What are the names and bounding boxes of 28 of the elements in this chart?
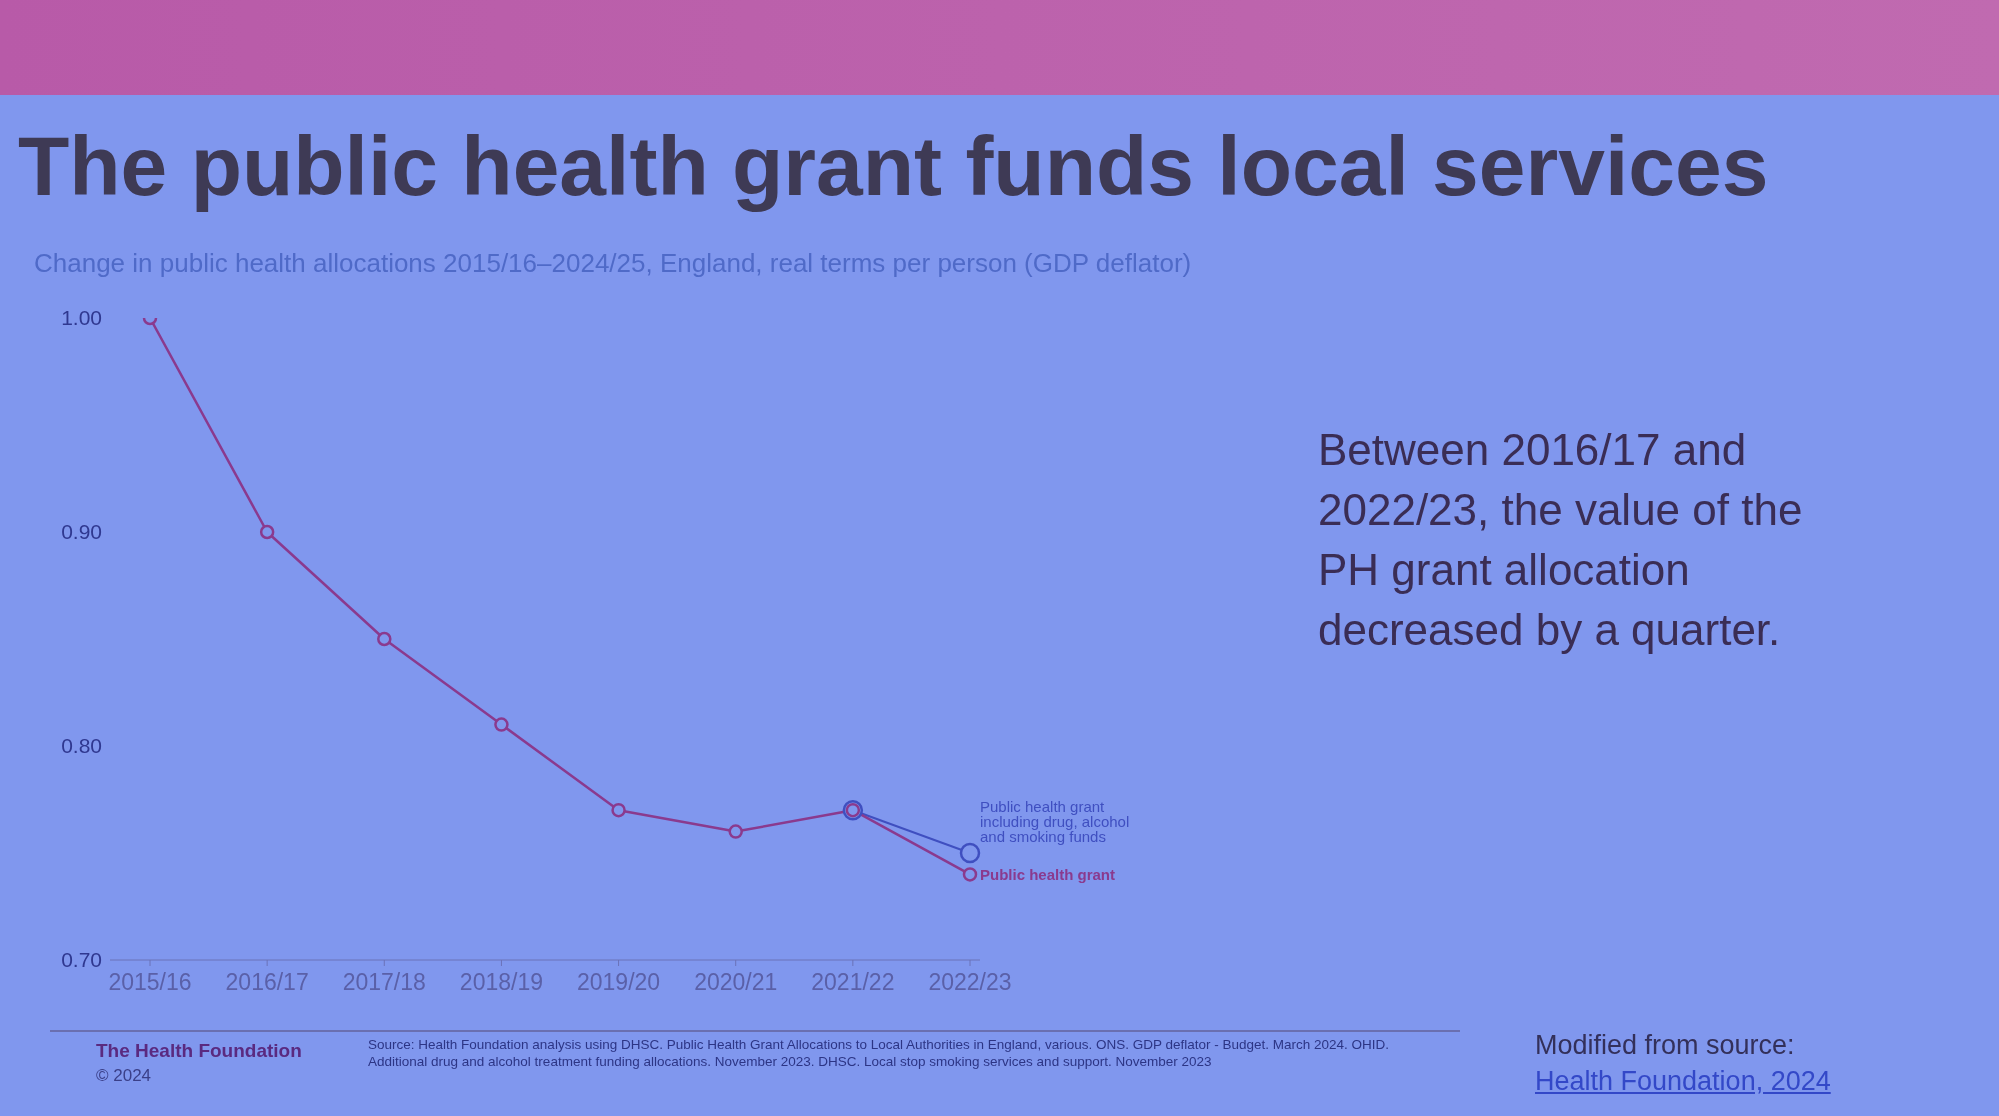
point — [611, 802, 626, 818]
y-tick-label: 0.90 — [61, 520, 102, 544]
x-tick-label: 2021/22 — [811, 969, 895, 996]
point — [377, 631, 392, 647]
point — [259, 524, 275, 540]
text: Modified from source: — [1535, 1030, 1796, 1061]
text: Health Foundation, 2024 — [1535, 1066, 1832, 1097]
y-tick-label: 0.70 — [61, 948, 102, 972]
text: The Health Foundation — [96, 1040, 303, 1062]
x-tick-label: 2018/19 — [459, 969, 543, 996]
x-tick-label: 2019/20 — [577, 969, 661, 996]
series-label: Public health grant — [980, 866, 1116, 884]
x-tick-label: 2015/16 — [108, 969, 192, 996]
point — [728, 824, 743, 839]
point — [959, 842, 981, 864]
y-tick-label: 1.00 — [61, 306, 102, 330]
text: © 2024 — [96, 1066, 153, 1086]
x-tick-label: 2020/21 — [694, 969, 778, 996]
source-note: Source: Health Foundation analysis using DHSC. Public Health Grant Allocations to Local Authorities in England, various. ONS. GDP deflator - Budget. March 2024. OHID. Additional drug and alcohol treatment funding allocations. November 2023. DHSC. Local stop smoking services and support. November 2023 — [368, 1036, 1391, 1070]
x-tick-label: 2022/23 — [928, 969, 1012, 996]
x-tick-label: 2016/17 — [225, 969, 309, 996]
point — [494, 717, 509, 732]
y-tick-label: 0.80 — [61, 734, 102, 758]
series-label: Public health grant including drug, alcohol and smoking funds — [980, 798, 1130, 845]
x-tick-label: 2017/18 — [342, 969, 426, 996]
point — [962, 867, 978, 882]
text: Between 2016/17 and 2022/23, the value of the PH grant allocation decreased by a quarter. — [1318, 424, 1804, 656]
chart-title: The public health grant funds local services — [18, 118, 1769, 215]
